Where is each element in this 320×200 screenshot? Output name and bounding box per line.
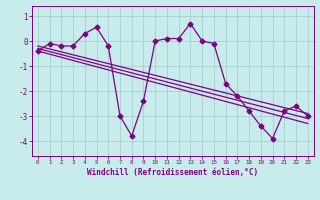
X-axis label: Windchill (Refroidissement éolien,°C): Windchill (Refroidissement éolien,°C)	[87, 168, 258, 177]
